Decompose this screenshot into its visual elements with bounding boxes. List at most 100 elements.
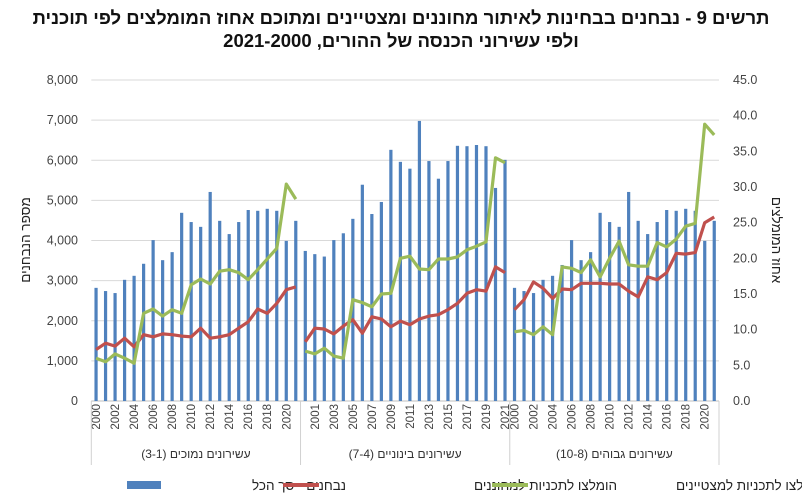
x-tick-label: 2012	[205, 404, 217, 430]
bar-total-2012	[627, 191, 631, 401]
x-tick-label: 2006	[567, 404, 579, 430]
x-tick-label: 2012	[624, 404, 636, 430]
x-tick-label: 2008	[167, 404, 179, 430]
x-tick-label: 2020	[700, 404, 712, 430]
lines	[95, 122, 716, 365]
x-tick-label: 2006	[148, 404, 160, 430]
bar-total-2003	[332, 240, 336, 401]
bar-total-2007	[161, 260, 165, 401]
bar-total-2020	[703, 240, 707, 401]
legend-label-outstanding: הומלצו לתכניות למצטיינים	[676, 478, 802, 493]
right-tick-label: 40.0	[733, 109, 757, 123]
bar-total-2021	[294, 220, 298, 401]
bar-total-2002	[531, 293, 536, 401]
line-outstanding	[514, 122, 716, 337]
bar-total-2017	[465, 146, 469, 401]
bar-total-2018	[265, 208, 269, 401]
left-tick-label: 1,000	[47, 354, 78, 368]
bar-total-2018	[474, 145, 479, 401]
x-tick-label: 2014	[643, 403, 655, 429]
right-tick-label: 5.0	[733, 358, 750, 372]
bar-total-2004	[341, 233, 345, 401]
x-tick-label: 2014	[224, 403, 236, 429]
x-tick-label: 2004	[129, 403, 141, 429]
x-axis: 2000 2002 2004 2006 2008 2010 2012 2014 2016 2018…	[90, 401, 720, 465]
x-tick-label: 2018	[262, 404, 274, 430]
bar-total-2017	[674, 210, 678, 401]
x-tick-label: 2017	[462, 404, 474, 430]
right-tick-label: 0.0	[733, 394, 750, 408]
bar-total-2000	[303, 250, 307, 401]
legend-swatch-total	[127, 481, 161, 489]
right-tick-label: 25.0	[733, 216, 757, 230]
bar-total-2016	[455, 145, 460, 401]
legend: נבחנים - סך הכל הומלצו לתכניות למחוננים …	[127, 478, 802, 493]
x-tick-label: 2002	[110, 404, 122, 430]
bar-total-2008	[170, 252, 174, 401]
bar-total-2001	[522, 291, 526, 401]
bar-total-2005	[351, 218, 355, 401]
bar-total-2005	[560, 264, 564, 401]
x-tick-label: 2011	[405, 404, 417, 429]
bar-total-2020	[493, 187, 498, 401]
x-tick-label: 2020	[281, 404, 293, 430]
bar-total-2003	[122, 279, 127, 401]
left-tick-label: 4,000	[47, 234, 78, 248]
bar-total-2015	[655, 222, 659, 401]
x-tick-label: 2001	[310, 404, 322, 430]
x-tick-label: 2021	[500, 404, 512, 430]
bar-total-2015	[446, 161, 450, 401]
bar-total-2009	[180, 212, 184, 401]
left-tick-label: 3,000	[47, 274, 78, 288]
bar-total-2011	[617, 226, 621, 401]
bar-total-2010	[608, 222, 612, 401]
x-tick-label: 2003	[329, 404, 341, 430]
right-axis-label: אחוז המומלצים	[769, 197, 784, 284]
bar-total-2018	[684, 208, 688, 401]
bar-total-2019	[484, 146, 488, 401]
x-tick-label: 2013	[424, 404, 436, 430]
bar-total-2010	[189, 222, 193, 401]
bar-total-2010	[398, 161, 402, 401]
left-tick-label: 5,000	[47, 193, 78, 207]
x-tick-label: 2008	[586, 404, 598, 430]
bar-total-2015	[237, 222, 241, 401]
x-tick-label: 2000	[91, 404, 103, 430]
bar-total-2001	[103, 291, 108, 401]
bar-total-2014	[227, 234, 231, 401]
bar-total-2016	[246, 210, 250, 401]
x-tick-label: 2007	[367, 404, 379, 430]
right-tick-label: 15.0	[733, 287, 757, 301]
left-tick-label: 8,000	[47, 73, 78, 87]
bar-total-2007	[579, 260, 583, 401]
group-label: עשירונים נמוכים (3-1)	[141, 447, 250, 461]
bar-total-2013	[427, 161, 431, 401]
bar-total-2020	[284, 240, 288, 401]
bar-total-2009	[598, 212, 602, 401]
chart-title-line1: תרשים 9 - נבחנים בבחינות לאיתור מחוננים …	[32, 7, 770, 28]
bar-total-2011	[408, 168, 412, 401]
bar-total-2009	[389, 149, 393, 401]
bar-total-2004	[132, 275, 136, 401]
bar-total-2014	[646, 234, 650, 401]
right-tick-label: 20.0	[733, 251, 757, 265]
line-outstanding	[304, 156, 506, 360]
x-tick-label: 2018	[681, 404, 693, 430]
line-outstanding	[95, 182, 298, 365]
x-tick-label: 2009	[386, 404, 398, 430]
group-label: עשירונים בינוניים (7-4)	[349, 447, 462, 461]
left-tick-label: 7,000	[47, 113, 78, 127]
legend-label-gifted: הומלצו לתכניות למחוננים	[474, 478, 617, 493]
group-label: עשירונים גבוהים (10-8)	[556, 447, 673, 461]
bar-total-2017	[256, 210, 260, 401]
bar-total-2006	[360, 184, 364, 401]
x-tick-label: 2016	[662, 404, 674, 430]
left-axis-ticks: 0 1,000 2,000 3,000 4,000 5,000 6,000 7,000 8,00…	[47, 73, 78, 408]
left-tick-label: 2,000	[47, 314, 78, 328]
legend-swatch-gifted	[283, 483, 319, 487]
bar-total-2006	[151, 240, 155, 401]
bar-total-2011	[199, 226, 203, 401]
bar-total-2019	[275, 210, 279, 401]
x-tick-label: 2019	[481, 404, 493, 430]
